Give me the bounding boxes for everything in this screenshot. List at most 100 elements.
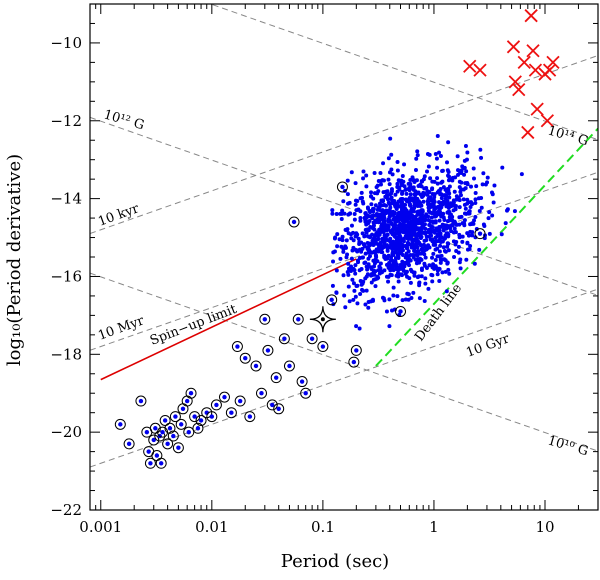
pulsar-point [469, 222, 474, 227]
pulsar-point [401, 210, 406, 215]
binary-pulsar-point [151, 437, 156, 443]
pulsar-point [452, 254, 457, 259]
pulsar-point [395, 189, 400, 194]
binary-pulsar-point [192, 414, 197, 419]
magnetar-point-b [521, 125, 535, 140]
pulsar-point [446, 140, 451, 145]
binary-pulsar-point [176, 445, 181, 450]
pulsar-point [363, 251, 368, 256]
pulsar-point [437, 212, 442, 217]
pulsar-point [447, 215, 452, 220]
pulsar-point [387, 182, 392, 187]
binary-pulsar-point [209, 414, 215, 419]
plot-frame [89, 3, 599, 511]
binary-pulsar-point [282, 336, 287, 341]
binary-pulsar-point [165, 441, 170, 447]
binary-pulsar-point [167, 426, 173, 431]
pulsar-point [479, 155, 484, 160]
pulsar-point [479, 205, 484, 210]
pulsar-point [346, 201, 351, 206]
pulsar-point [417, 296, 422, 301]
binary-pulsar-ring [317, 341, 329, 353]
binary-pulsar-point [186, 429, 191, 435]
pulsar-point [419, 203, 424, 208]
pulsar-point [359, 266, 364, 271]
pulsar-point [365, 205, 370, 210]
binary-pulsar-ring [255, 387, 267, 399]
pulsar-point [381, 190, 386, 195]
pulsar-point [462, 202, 467, 207]
pulsar-point [369, 202, 374, 207]
pulsar-point [396, 218, 401, 223]
pulsar-point [418, 220, 423, 225]
pulsar-point [395, 246, 400, 251]
pulsar-point [416, 274, 421, 279]
pulsar-point [512, 209, 517, 214]
magnetar-point-b [463, 59, 477, 73]
pulsar-cloud [330, 133, 524, 331]
pulsar-point [425, 169, 430, 174]
pulsar-point [454, 194, 459, 199]
pulsar-point [477, 208, 482, 213]
magnetar-point-b [506, 40, 521, 54]
pulsar-point [371, 277, 376, 282]
binary-pulsar-point [158, 461, 164, 466]
pulsar-point [435, 133, 440, 138]
pulsar-point [363, 218, 368, 223]
pulsar-point [365, 213, 370, 218]
pulsar-point [500, 165, 505, 170]
pulsar-point [385, 189, 390, 194]
pulsar-point [361, 279, 366, 284]
binary-pulsar-point [173, 414, 178, 419]
pulsar-point [405, 261, 410, 266]
pulsar-point [400, 191, 405, 196]
pulsar-point [374, 212, 379, 217]
pulsar-point [430, 273, 435, 278]
pulsar-point [463, 206, 468, 211]
pulsar-point [446, 178, 451, 183]
pulsar-point [482, 224, 487, 229]
binary-pulsar-ring [336, 181, 348, 193]
pulsar-point [450, 178, 455, 183]
pulsar-point [398, 234, 403, 239]
pulsar-point [390, 266, 395, 271]
pulsar-point [371, 224, 376, 229]
pulsar-point [441, 228, 446, 233]
pulsar-point [386, 265, 391, 270]
pulsar-point [445, 244, 450, 249]
pulsar-point [356, 236, 361, 241]
pulsar-point [411, 270, 416, 275]
pulsar-point [423, 255, 428, 260]
pulsar-point [447, 195, 452, 200]
binary-pulsar-ring [296, 376, 308, 388]
pulsar-point [388, 136, 393, 141]
pulsar-point [373, 269, 378, 274]
pulsar-point [417, 209, 422, 214]
pulsar-point [408, 280, 413, 285]
pulsar-point [359, 190, 364, 195]
pulsar-point [366, 245, 371, 250]
pulsar-point [461, 197, 466, 202]
pulsar-point [490, 192, 495, 197]
pulsar-point [333, 235, 338, 240]
pulsar-point [452, 189, 457, 194]
pulsar-point [397, 211, 402, 216]
pulsar-point [372, 264, 377, 269]
y-tick-label: −18 [50, 345, 82, 363]
pulsar-point [361, 176, 366, 181]
pulsar-point [395, 159, 400, 164]
x-tick-label: 0.001 [79, 518, 122, 536]
pulsar-point [435, 176, 440, 181]
binary-pulsar-point [296, 317, 301, 322]
pulsar-point [468, 204, 473, 209]
pulsar-point [426, 208, 431, 213]
binary-pulsar-ring [164, 422, 176, 434]
pulsar-point [380, 239, 385, 244]
pulsar-point [414, 261, 419, 266]
pulsar-point [377, 219, 382, 224]
pulsar-point [387, 214, 392, 219]
pulsar-point [369, 273, 374, 278]
binary-pulsar-ring [185, 387, 197, 399]
y-tick-label: −12 [50, 112, 82, 130]
pulsar-point [453, 204, 458, 209]
